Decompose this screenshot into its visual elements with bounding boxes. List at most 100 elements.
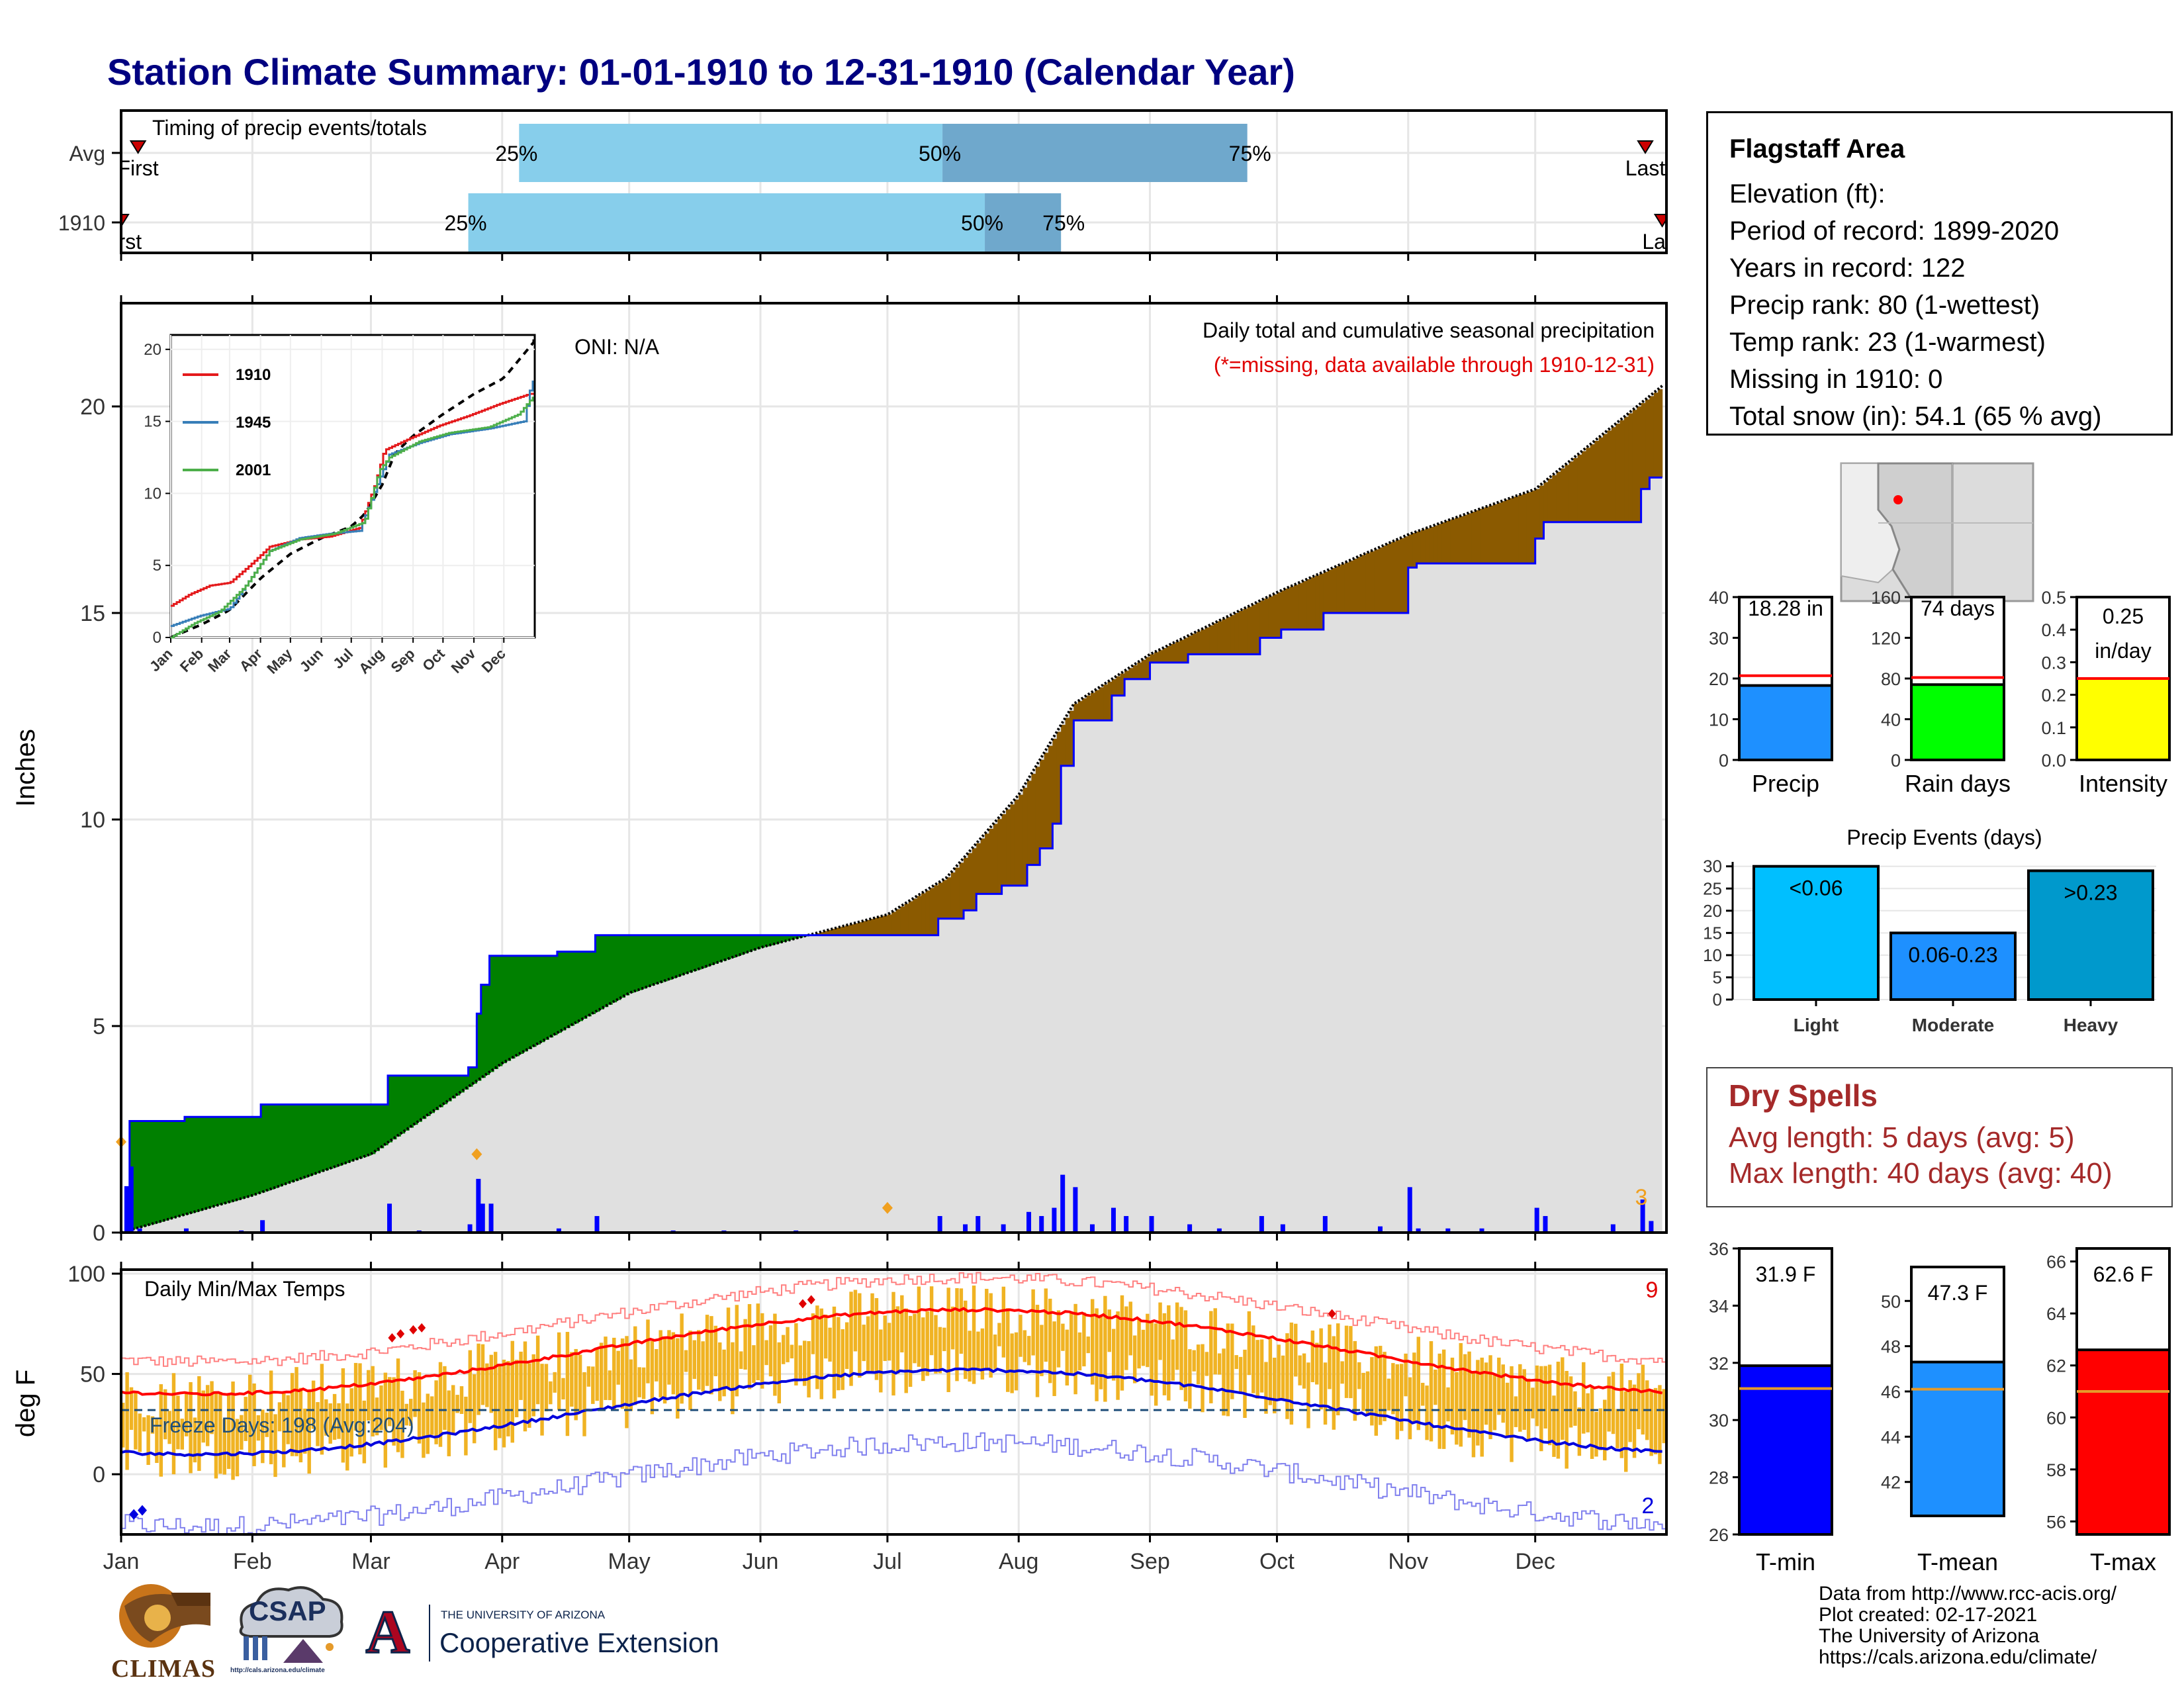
daily-temp-range-bar	[1480, 1357, 1484, 1457]
below-avg-fill	[1328, 569, 1333, 613]
event-bar	[1752, 865, 1880, 1002]
daily-temp-range-bar	[574, 1348, 578, 1421]
daily-temp-range-bar	[629, 1359, 633, 1411]
csap-url: http://cals.arizona.edu/climate	[230, 1667, 325, 1674]
daily-temp-range-bar	[1035, 1305, 1040, 1397]
below-avg-fill	[900, 906, 905, 935]
below-avg-fill	[1095, 690, 1100, 721]
temp-gauge-ytick-label: 66	[2046, 1252, 2066, 1272]
daily-temp-range-bar	[972, 1286, 976, 1384]
record-count-label: 3	[1635, 1185, 1648, 1210]
precip-ytick-label: 15	[80, 601, 105, 626]
daily-temp-range-bar	[1391, 1363, 1395, 1415]
gauge-ytick-label: 20	[1709, 669, 1729, 689]
daily-temp-range-bar	[1201, 1344, 1205, 1413]
month-label: Mar	[351, 1549, 390, 1574]
below-avg-fill	[1158, 650, 1163, 663]
month-label: Oct	[1259, 1549, 1295, 1574]
above-avg-fill	[570, 951, 575, 1026]
daily-temp-range-bar	[823, 1314, 828, 1359]
below-avg-fill	[950, 872, 956, 919]
above-avg-fill	[472, 1067, 477, 1084]
avg-min-line	[120, 1367, 1662, 1458]
above-avg-fill	[150, 1121, 156, 1225]
below-avg-fill	[1061, 724, 1066, 766]
daily-temp-range-bar	[549, 1381, 553, 1405]
below-avg-fill	[1497, 502, 1502, 564]
precip-panel-border	[120, 302, 1668, 1234]
below-avg-fill	[1116, 676, 1121, 696]
climas-wordmark: CLIMAS	[111, 1655, 216, 1683]
above-avg-fill	[591, 951, 596, 1014]
temp-gauge-ytick-label: 34	[1709, 1296, 1729, 1316]
daily-temp-range-bar	[362, 1400, 367, 1464]
daily-temp-range-bar	[819, 1308, 823, 1399]
below-avg-fill	[1420, 530, 1426, 564]
above-avg-fill	[180, 1121, 185, 1216]
daily-temp-range-bar	[1306, 1362, 1310, 1429]
daily-precip-bar	[128, 1166, 134, 1233]
above-avg-fill	[531, 955, 537, 1047]
daily-temp-range-bar	[1344, 1325, 1349, 1398]
daily-temp-range-bar	[269, 1370, 273, 1464]
below-avg-fill	[1052, 739, 1058, 824]
daily-temp-range-bar	[1332, 1336, 1336, 1430]
daily-temp-range-bar	[1183, 1310, 1188, 1401]
event-bar-label: >0.23	[2064, 880, 2118, 904]
below-avg-fill	[1171, 643, 1176, 663]
above-avg-fill	[286, 1104, 291, 1184]
daily-temp-range-bar	[1073, 1303, 1077, 1395]
daily-temp-range-bar	[565, 1332, 570, 1436]
ua-university-name: THE UNIVERSITY OF ARIZONA	[441, 1609, 606, 1621]
record-high-marker	[798, 1299, 807, 1309]
daily-temp-range-bar	[832, 1306, 837, 1399]
daily-temp-range-bar	[1289, 1322, 1294, 1425]
timing-first-label: First	[117, 156, 158, 180]
daily-temp-range-bar	[464, 1396, 468, 1456]
daily-temp-range-bar	[811, 1313, 815, 1354]
timing-bar-25-50	[468, 193, 985, 252]
below-avg-fill	[1175, 641, 1180, 663]
below-avg-fill	[921, 893, 927, 935]
below-avg-fill	[908, 901, 913, 935]
below-avg-fill	[1518, 494, 1524, 564]
daily-temp-range-bar	[1649, 1389, 1653, 1456]
below-avg-fill	[1217, 621, 1222, 655]
above-avg-fill	[404, 1075, 410, 1131]
above-avg-fill	[265, 1104, 270, 1192]
gauge-ytick-label: 40	[1709, 588, 1729, 608]
below-avg-fill	[1607, 430, 1612, 522]
daily-temp-range-bar	[277, 1402, 282, 1432]
daily-temp-range-bar	[722, 1349, 726, 1397]
above-avg-fill	[282, 1104, 287, 1186]
daily-temp-range-bar	[1539, 1366, 1543, 1452]
daily-temp-range-bar	[1238, 1356, 1243, 1394]
daily-temp-range-bar	[1247, 1311, 1251, 1376]
below-avg-fill	[1277, 592, 1282, 638]
daily-temp-range-bar	[375, 1397, 379, 1436]
gauge-name: Rain days	[1905, 770, 2011, 797]
daily-precip-bar	[467, 1224, 473, 1233]
below-avg-fill	[1459, 516, 1464, 564]
daily-temp-range-bar	[968, 1331, 972, 1382]
daily-temp-range-bar	[802, 1340, 807, 1386]
daily-temp-range-bar	[1061, 1323, 1065, 1351]
above-avg-fill	[341, 1104, 346, 1165]
timing-bar-25-50	[519, 124, 943, 182]
daily-temp-range-bar	[535, 1335, 540, 1405]
above-avg-fill	[637, 935, 643, 990]
below-avg-fill	[1056, 731, 1062, 824]
temp-gauge-value: 62.6 F	[2093, 1262, 2154, 1286]
daily-temp-range-bar	[163, 1389, 167, 1440]
daily-temp-range-bar	[1628, 1380, 1632, 1442]
below-avg-fill	[946, 877, 952, 919]
below-avg-fill	[1387, 543, 1392, 613]
daily-precip-bar	[1089, 1224, 1095, 1233]
daily-temp-range-bar	[1310, 1331, 1315, 1382]
precip-ytick-label: 20	[80, 395, 105, 420]
above-avg-fill	[604, 935, 609, 1008]
below-avg-fill	[955, 867, 960, 919]
record-high-marker	[807, 1295, 815, 1305]
daily-temp-range-bar	[1437, 1353, 1441, 1449]
daily-temp-range-bar	[1277, 1344, 1281, 1400]
